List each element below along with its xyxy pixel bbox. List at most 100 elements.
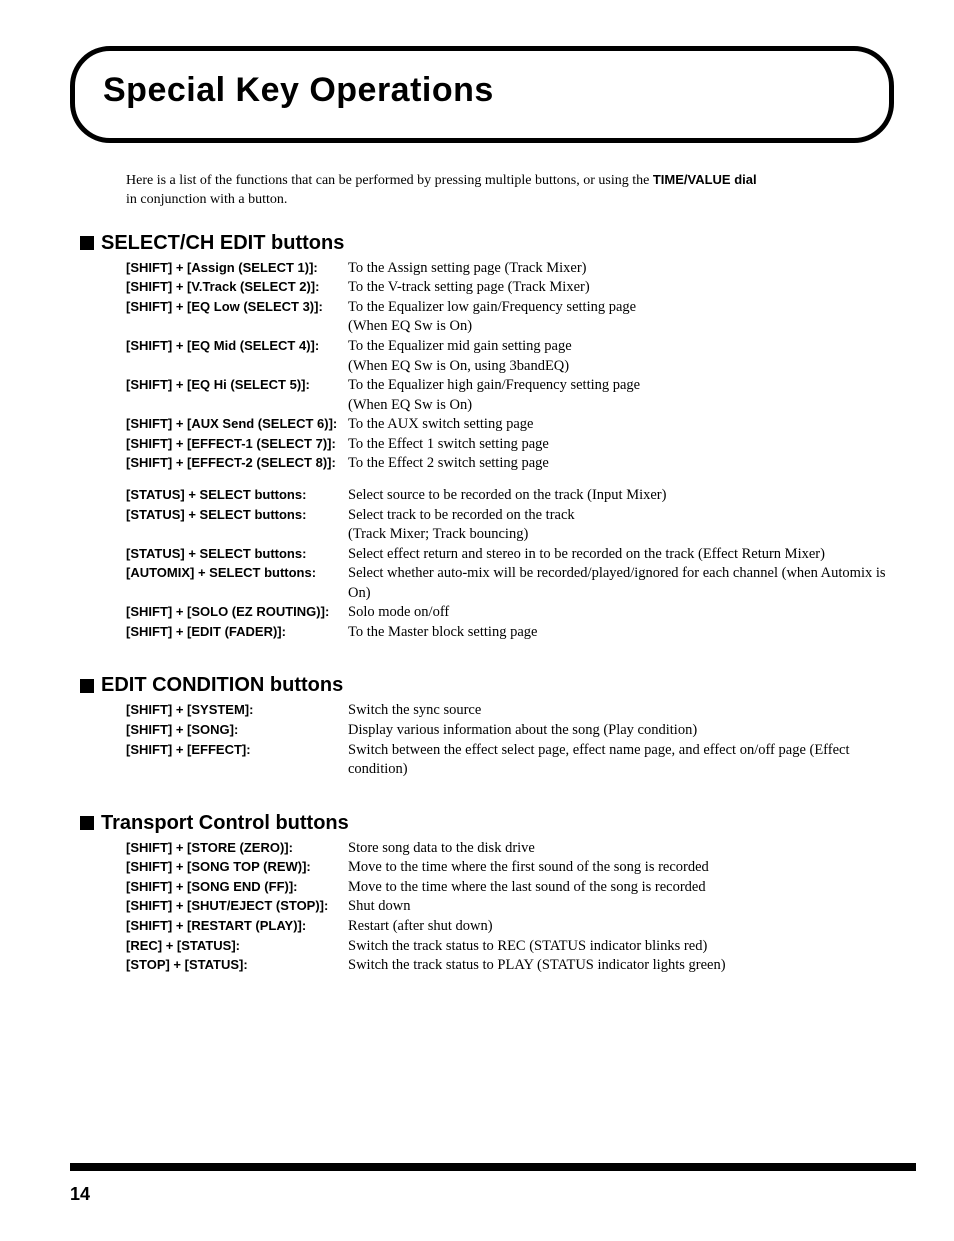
key-combo: [SHIFT] + [SOLO (EZ ROUTING)]: [126,603,348,623]
key-combo: [SHIFT] + [SONG TOP (REW)]: [126,858,348,878]
definition-row: (Track Mixer; Track bouncing) [126,525,894,545]
definition-row: [SHIFT] + [STORE (ZERO)]:Store song data… [126,839,894,859]
section-heading: EDIT CONDITION buttons [80,674,894,697]
section-heading: Transport Control buttons [80,812,894,835]
key-description: Shut down [348,897,894,917]
key-combo: [SHIFT] + [V.Track (SELECT 2)]: [126,278,348,298]
intro-text-a: Here is a list of the functions that can… [126,173,653,188]
definition-row: [SHIFT] + [SONG]:Display various informa… [126,721,894,741]
definition-row: [SHIFT] + [EFFECT-1 (SELECT 7)]:To the E… [126,435,894,455]
key-description: Switch the track status to PLAY (STATUS … [348,956,894,976]
title-frame: Special Key Operations [70,46,894,143]
key-description: Switch between the effect select page, e… [348,741,894,780]
key-combo: [SHIFT] + [EQ Mid (SELECT 4)]: [126,337,348,357]
key-combo [126,525,348,545]
definition-row: [SHIFT] + [SONG TOP (REW)]:Move to the t… [126,858,894,878]
bullet-square-icon [80,679,94,693]
key-description: To the Effect 1 switch setting page [348,435,894,455]
key-description: (When EQ Sw is On) [348,317,894,337]
key-description: (When EQ Sw is On, using 3bandEQ) [348,357,894,377]
definition-row: [STATUS] + SELECT buttons:Select effect … [126,545,894,565]
key-description: Select effect return and stereo in to be… [348,545,894,565]
sections-container: SELECT/CH EDIT buttons [SHIFT] + [Assign … [70,232,894,998]
definition-row: [SHIFT] + [EQ Low (SELECT 3)]:To the Equ… [126,298,894,318]
key-combo: [SHIFT] + [EFFECT-2 (SELECT 8)]: [126,454,348,474]
key-description: Solo mode on/off [348,603,894,623]
key-combo [126,357,348,377]
key-combo: [REC] + [STATUS]: [126,937,348,957]
key-description: Select source to be recorded on the trac… [348,486,894,506]
footer-rule [70,1163,916,1171]
key-combo: [SHIFT] + [EFFECT]: [126,741,348,780]
definition-row: [SHIFT] + [RESTART (PLAY)]:Restart (afte… [126,917,894,937]
key-description: To the AUX switch setting page [348,415,894,435]
definition-row: [SHIFT] + [EFFECT-2 (SELECT 8)]:To the E… [126,454,894,474]
key-description: To the Equalizer high gain/Frequency set… [348,376,894,396]
key-combo: [SHIFT] + [EFFECT-1 (SELECT 7)]: [126,435,348,455]
key-description: To the Effect 2 switch setting page [348,454,894,474]
key-combo: [STATUS] + SELECT buttons: [126,506,348,526]
key-combo: [AUTOMIX] + SELECT buttons: [126,564,348,603]
bullet-square-icon [80,816,94,830]
key-description: Move to the time where the last sound of… [348,878,894,898]
key-description: Select track to be recorded on the track [348,506,894,526]
section-gap [70,642,894,664]
key-combo: [STOP] + [STATUS]: [126,956,348,976]
page-title: Special Key Operations [103,71,861,110]
key-description: Restart (after shut down) [348,917,894,937]
key-description: To the Equalizer low gain/Frequency sett… [348,298,894,318]
section-gap [70,976,894,998]
key-combo [126,396,348,416]
key-description: To the Master block setting page [348,623,894,643]
key-description: To the Assign setting page (Track Mixer) [348,259,894,279]
key-combo: [SHIFT] + [SHUT/EJECT (STOP)]: [126,897,348,917]
bullet-square-icon [80,236,94,250]
section-heading: SELECT/CH EDIT buttons [80,232,894,255]
definition-row: [STOP] + [STATUS]:Switch the track statu… [126,956,894,976]
key-description: (Track Mixer; Track bouncing) [348,525,894,545]
key-description: (When EQ Sw is On) [348,396,894,416]
definition-row: [SHIFT] + [SOLO (EZ ROUTING)]:Solo mode … [126,603,894,623]
group-gap [70,474,894,486]
section-gap [70,780,894,802]
key-combo: [SHIFT] + [SYSTEM]: [126,701,348,721]
key-combo: [SHIFT] + [Assign (SELECT 1)]: [126,259,348,279]
key-description: To the Equalizer mid gain setting page [348,337,894,357]
definition-row: [SHIFT] + [V.Track (SELECT 2)]:To the V-… [126,278,894,298]
section-heading-text: EDIT CONDITION buttons [101,674,343,697]
key-combo [126,317,348,337]
definition-row: [SHIFT] + [Assign (SELECT 1)]:To the Ass… [126,259,894,279]
definition-row: [SHIFT] + [EDIT (FADER)]:To the Master b… [126,623,894,643]
definition-row: [SHIFT] + [SYSTEM]:Switch the sync sourc… [126,701,894,721]
definition-row: [SHIFT] + [AUX Send (SELECT 6)]:To the A… [126,415,894,435]
page-number: 14 [70,1184,90,1205]
key-combo: [SHIFT] + [STORE (ZERO)]: [126,839,348,859]
key-description: Switch the sync source [348,701,894,721]
key-description: Switch the track status to REC (STATUS i… [348,937,894,957]
section-heading-text: SELECT/CH EDIT buttons [101,232,344,255]
key-description: To the V-track setting page (Track Mixer… [348,278,894,298]
definition-row: [SHIFT] + [EQ Mid (SELECT 4)]:To the Equ… [126,337,894,357]
definition-row: (When EQ Sw is On) [126,317,894,337]
definition-row: [STATUS] + SELECT buttons:Select source … [126,486,894,506]
definition-row: [SHIFT] + [EFFECT]:Switch between the ef… [126,741,894,780]
definition-row: [AUTOMIX] + SELECT buttons:Select whethe… [126,564,894,603]
definition-row: [SHIFT] + [SHUT/EJECT (STOP)]:Shut down [126,897,894,917]
key-description: Display various information about the so… [348,721,894,741]
key-combo: [SHIFT] + [SONG END (FF)]: [126,878,348,898]
key-combo: [SHIFT] + [AUX Send (SELECT 6)]: [126,415,348,435]
key-description: Select whether auto-mix will be recorded… [348,564,894,603]
section-heading-text: Transport Control buttons [101,812,349,835]
intro-paragraph: Here is a list of the functions that can… [126,171,766,210]
definition-row: [SHIFT] + [EQ Hi (SELECT 5)]:To the Equa… [126,376,894,396]
key-combo: [SHIFT] + [RESTART (PLAY)]: [126,917,348,937]
definition-row: [STATUS] + SELECT buttons:Select track t… [126,506,894,526]
definition-row: [REC] + [STATUS]:Switch the track status… [126,937,894,957]
key-combo: [STATUS] + SELECT buttons: [126,545,348,565]
key-combo: [SHIFT] + [EQ Hi (SELECT 5)]: [126,376,348,396]
definition-row: (When EQ Sw is On, using 3bandEQ) [126,357,894,377]
key-combo: [SHIFT] + [EQ Low (SELECT 3)]: [126,298,348,318]
key-description: Move to the time where the first sound o… [348,858,894,878]
definition-row: [SHIFT] + [SONG END (FF)]:Move to the ti… [126,878,894,898]
intro-text-c: in conjunction with a button. [126,192,287,207]
